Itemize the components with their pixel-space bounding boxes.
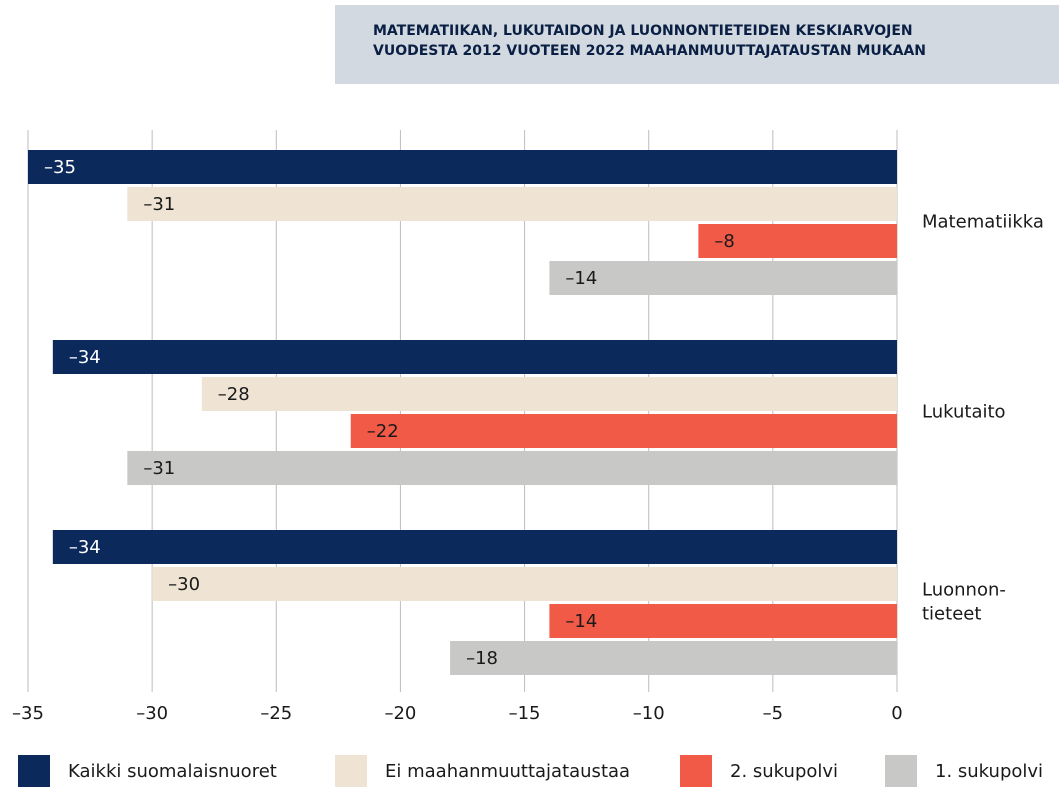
legend-swatch — [680, 755, 712, 787]
value-label: –31 — [143, 194, 175, 215]
legend-label: Kaikki suomalaisnuoret — [68, 761, 277, 782]
value-label: –8 — [714, 231, 734, 252]
bar — [549, 604, 897, 638]
bar — [450, 641, 897, 675]
value-label: –22 — [367, 421, 399, 442]
legend-label: 2. sukupolvi — [730, 761, 838, 782]
category-label: Lukutaito — [922, 402, 1006, 423]
x-tick-label: 0 — [891, 703, 902, 724]
x-tick-label: –30 — [136, 703, 168, 724]
value-label: –35 — [44, 157, 76, 178]
value-label: –34 — [69, 347, 101, 368]
x-tick-label: –15 — [509, 703, 541, 724]
category-label: Matematiikka — [922, 212, 1044, 233]
title-box — [335, 5, 1059, 84]
bar — [127, 187, 898, 221]
bar — [28, 150, 897, 184]
x-tick-label: –5 — [763, 703, 783, 724]
bar — [549, 261, 897, 295]
legend-label: Ei maahanmuuttajataustaa — [385, 761, 630, 782]
x-tick-label: –20 — [384, 703, 416, 724]
bar — [152, 567, 898, 601]
value-label: –14 — [565, 268, 597, 289]
chart-title: VUODESTA 2012 VUOTEEN 2022 MAAHANMUUTTAJ… — [373, 43, 926, 59]
x-tick-label: –10 — [633, 703, 665, 724]
category-label: Luonnon-tieteet — [922, 580, 1006, 625]
legend-swatch — [18, 755, 50, 787]
chart-title: MATEMATIIKAN, LUKUTAIDON JA LUONNONTIETE… — [373, 23, 913, 39]
bar — [52, 340, 898, 374]
bar — [698, 224, 897, 258]
bar — [52, 530, 898, 564]
x-tick-label: –35 — [12, 703, 44, 724]
legend-swatch — [335, 755, 367, 787]
value-label: –34 — [69, 537, 101, 558]
legend-label: 1. sukupolvi — [935, 761, 1043, 782]
value-label: –14 — [565, 611, 597, 632]
bar — [201, 377, 898, 411]
value-label: –28 — [218, 384, 250, 405]
value-label: –30 — [168, 574, 200, 595]
legend-swatch — [885, 755, 917, 787]
value-label: –31 — [143, 458, 175, 479]
value-label: –18 — [466, 648, 498, 669]
x-tick-label: –25 — [260, 703, 292, 724]
bar — [127, 451, 898, 485]
bar — [350, 414, 897, 448]
